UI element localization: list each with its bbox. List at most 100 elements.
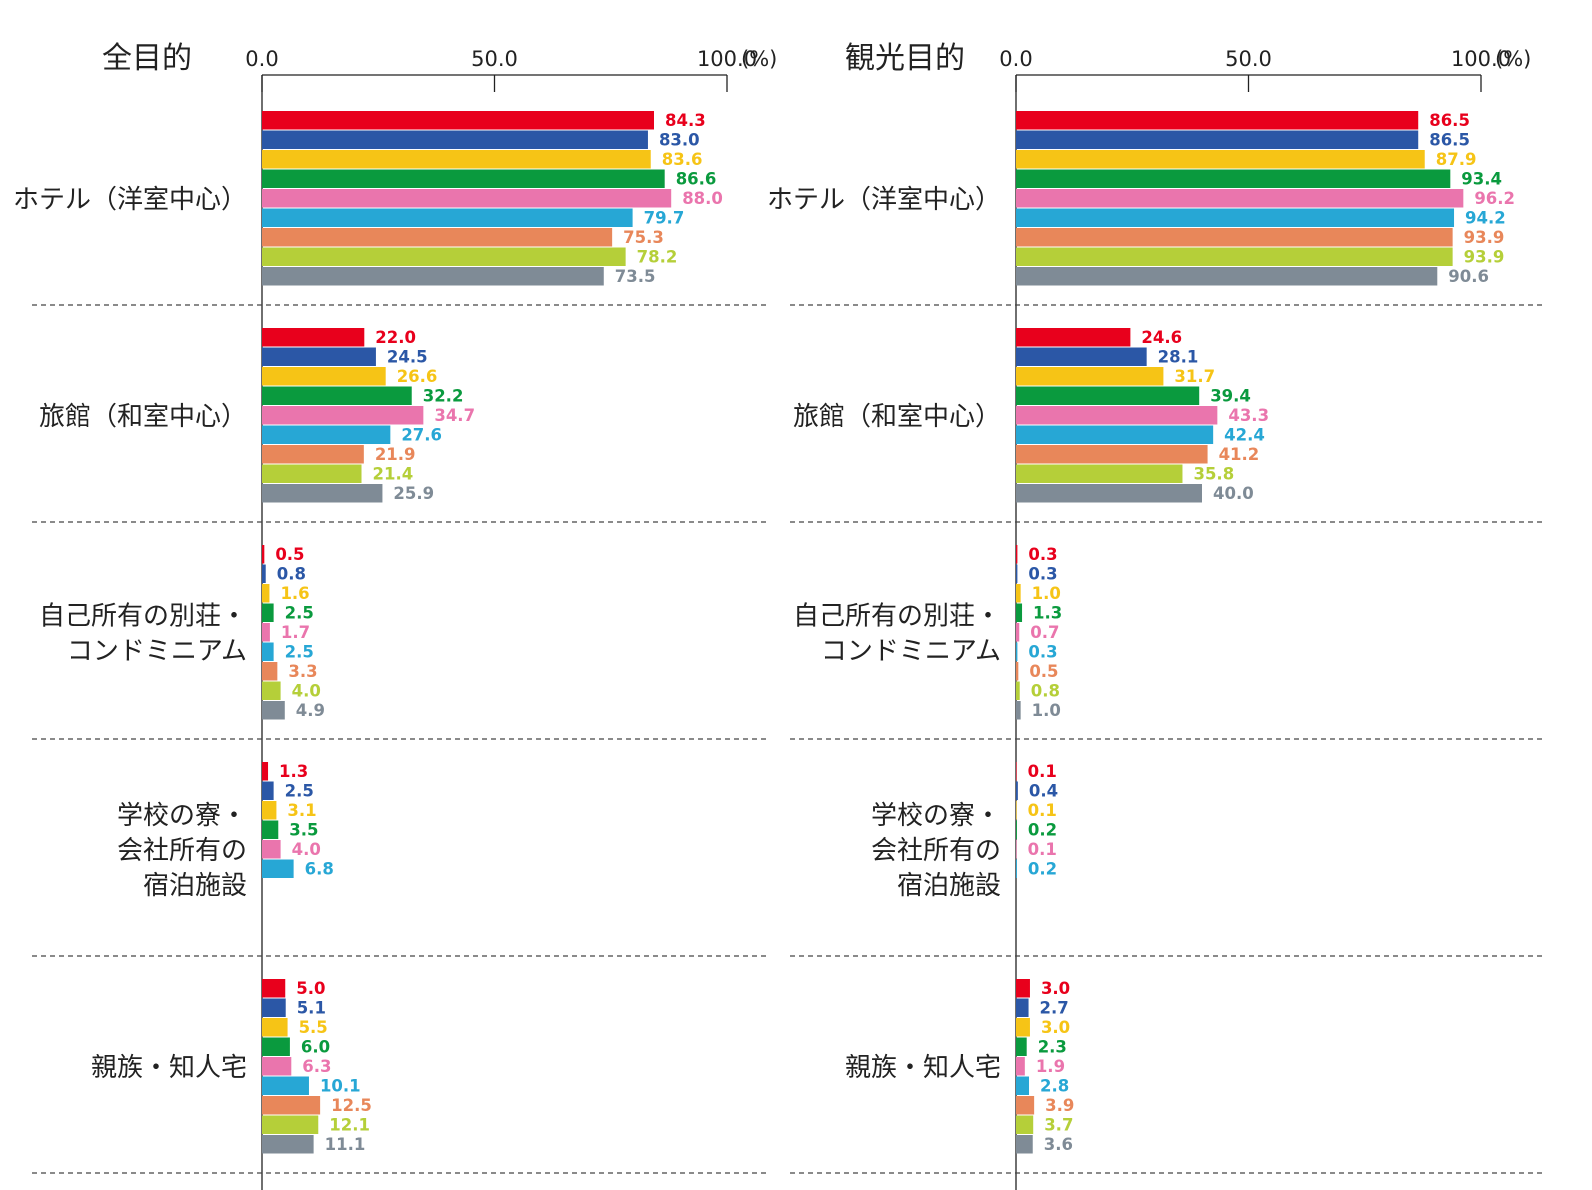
data-label: 3.9 [1045, 1096, 1074, 1115]
data-label: 86.6 [676, 170, 717, 189]
category-label: 会社所有の [117, 836, 247, 866]
data-label: 0.5 [275, 545, 304, 564]
bar [262, 840, 281, 859]
bar [262, 347, 376, 366]
bar [262, 1037, 290, 1056]
x-tick-label: 100.0 [697, 47, 757, 71]
bar [262, 603, 274, 622]
bar [1016, 603, 1023, 622]
category-label: 宿泊施設 [143, 871, 247, 901]
bar [262, 801, 277, 820]
bar [262, 1076, 309, 1095]
bar [1016, 1076, 1030, 1095]
bar [1016, 781, 1018, 800]
bar [1016, 328, 1131, 347]
data-label: 27.6 [401, 426, 442, 445]
data-label: 0.8 [1031, 682, 1060, 701]
bar [1016, 1057, 1025, 1076]
bar [262, 1057, 292, 1076]
bar [1016, 762, 1017, 781]
data-label: 0.8 [277, 565, 306, 584]
data-label: 3.0 [1041, 1018, 1070, 1037]
data-label: 6.3 [302, 1057, 331, 1076]
data-label: 26.6 [397, 367, 438, 386]
data-label: 1.6 [280, 584, 309, 603]
category-label: 学校の寮・ [871, 801, 1001, 831]
bar [1016, 998, 1029, 1017]
data-label: 41.2 [1219, 445, 1260, 464]
data-label: 1.3 [1033, 604, 1062, 623]
data-label: 94.2 [1465, 209, 1506, 228]
data-label: 0.3 [1028, 545, 1057, 564]
data-label: 0.3 [1028, 643, 1057, 662]
data-label: 1.7 [281, 623, 310, 642]
bar [1016, 1135, 1033, 1154]
category-label: 親族・知人宅 [845, 1053, 1001, 1083]
bar [1016, 1018, 1030, 1037]
bar [1016, 1037, 1027, 1056]
bar [1016, 189, 1464, 208]
bar [1016, 584, 1021, 603]
data-label: 1.0 [1032, 701, 1061, 720]
data-label: 0.5 [1029, 662, 1058, 681]
bar [1016, 840, 1017, 859]
chart-title: 観光目的 [845, 41, 965, 76]
x-axis-unit: (%) [741, 47, 777, 71]
data-label: 0.2 [1028, 860, 1057, 879]
data-label: 2.8 [1040, 1077, 1069, 1096]
bar [1016, 564, 1018, 583]
bar [262, 979, 286, 998]
data-label: 2.5 [285, 782, 314, 801]
bar [1016, 386, 1200, 405]
data-label: 87.9 [1436, 150, 1477, 169]
bar [1016, 406, 1218, 425]
bar [1016, 208, 1455, 227]
bar [1016, 130, 1419, 149]
bar [262, 564, 266, 583]
data-label: 11.1 [325, 1135, 366, 1154]
bar [1016, 820, 1017, 839]
bar [262, 367, 386, 386]
data-label: 0.2 [1028, 821, 1057, 840]
data-label: 34.7 [434, 406, 475, 425]
x-tick-label: 0.0 [999, 47, 1032, 71]
data-label: 0.7 [1030, 623, 1059, 642]
data-label: 73.5 [615, 267, 656, 286]
data-label: 5.1 [297, 999, 326, 1018]
data-label: 83.0 [659, 131, 700, 150]
bar [262, 642, 274, 661]
bar [1016, 111, 1419, 130]
bar [262, 998, 286, 1017]
bar [262, 584, 270, 603]
bar [262, 681, 281, 700]
bar [1016, 267, 1438, 286]
data-label: 6.0 [301, 1038, 330, 1057]
bar [1016, 169, 1451, 188]
data-label: 22.0 [375, 328, 416, 347]
bar [1016, 425, 1214, 444]
data-label: 12.5 [331, 1096, 372, 1115]
data-label: 78.2 [637, 248, 678, 267]
x-axis-unit: (%) [1495, 47, 1531, 71]
data-label: 3.0 [1041, 979, 1070, 998]
bar [262, 208, 633, 227]
category-label: ホテル（洋室中心） [767, 185, 1001, 215]
data-label: 93.9 [1464, 248, 1505, 267]
bar [1016, 150, 1425, 169]
data-label: 21.9 [375, 445, 416, 464]
data-label: 5.0 [296, 979, 325, 998]
data-label: 1.3 [279, 762, 308, 781]
data-label: 4.9 [296, 701, 325, 720]
bar [262, 623, 270, 642]
category-label: 会社所有の [871, 836, 1001, 866]
data-label: 86.5 [1429, 111, 1470, 130]
data-label: 3.6 [1044, 1135, 1073, 1154]
bar [262, 545, 265, 564]
bar [262, 228, 613, 247]
x-tick-label: 100.0 [1451, 47, 1511, 71]
bar [262, 445, 364, 464]
data-label: 24.5 [387, 348, 428, 367]
bar [1016, 701, 1021, 720]
data-label: 0.1 [1028, 840, 1057, 859]
bar [1016, 1115, 1034, 1134]
